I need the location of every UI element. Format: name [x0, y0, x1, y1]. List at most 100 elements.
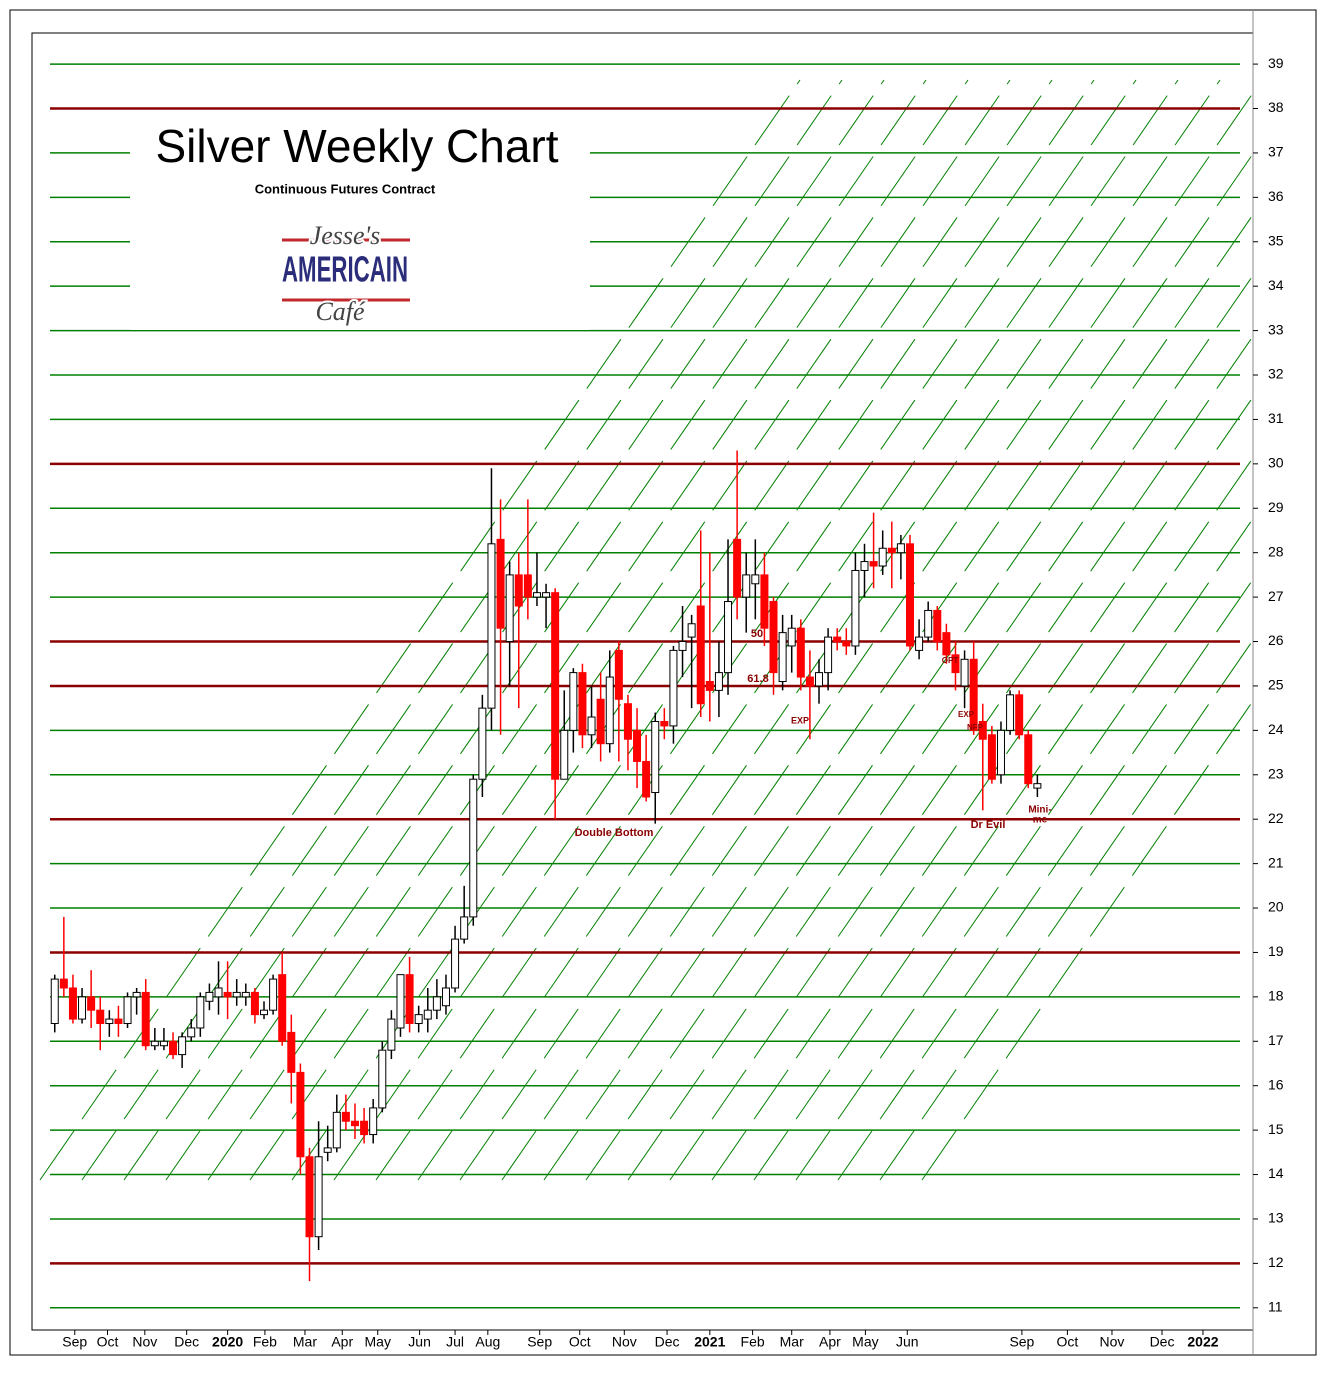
- y-tick-label: 15: [1268, 1121, 1284, 1137]
- candle-body: [360, 1120, 369, 1136]
- candle-body: [223, 991, 232, 998]
- candle-body: [560, 729, 569, 780]
- candle-body: [1033, 783, 1042, 789]
- candle-body: [860, 561, 869, 571]
- x-tick-label: 2022: [1187, 1334, 1218, 1350]
- candle-body: [623, 703, 632, 740]
- annotation: NFP: [967, 723, 984, 732]
- candle-body: [569, 672, 578, 731]
- annotation: Dr Evil: [971, 819, 1006, 831]
- y-tick-label: 13: [1268, 1210, 1284, 1226]
- x-tick-label: Jun: [408, 1334, 431, 1350]
- x-tick-label: Mar: [293, 1334, 317, 1350]
- candle-body: [169, 1040, 178, 1056]
- candle-body: [578, 672, 587, 736]
- logo-text: AMERICAIN: [282, 249, 408, 290]
- candle-body: [287, 1031, 296, 1073]
- chart-subtitle: Continuous Futures Contract: [255, 181, 436, 196]
- y-tick-label: 38: [1268, 99, 1284, 115]
- candle-body: [232, 991, 241, 998]
- chart-title: Silver Weekly Chart: [155, 120, 558, 172]
- candle-body: [187, 1027, 196, 1038]
- x-tick-label: Apr: [819, 1334, 841, 1350]
- x-tick-label: Sep: [1009, 1334, 1034, 1350]
- candle-body: [587, 716, 596, 736]
- candle-body: [332, 1111, 341, 1149]
- y-tick-label: 26: [1268, 632, 1284, 648]
- annotation: EXP: [958, 710, 975, 719]
- x-tick-label: May: [365, 1334, 391, 1350]
- candle-body: [696, 605, 705, 705]
- candle-body: [714, 672, 723, 691]
- candle-body: [542, 592, 551, 598]
- annotation: OPT: [942, 656, 959, 665]
- x-tick-label: Sep: [527, 1334, 552, 1350]
- x-tick-label: Nov: [612, 1334, 637, 1350]
- y-tick-label: 34: [1268, 277, 1284, 293]
- candle-body: [605, 676, 614, 745]
- x-tick-label: Feb: [741, 1334, 765, 1350]
- marks: 1112131415161718192021222324252627282930…: [50, 55, 1284, 1350]
- candle-body: [323, 1147, 332, 1153]
- candle-body: [350, 1120, 359, 1127]
- annotation: 61.8: [747, 673, 768, 685]
- candle-body: [633, 729, 642, 762]
- x-tick-label: Oct: [569, 1334, 591, 1350]
- candle-body: [505, 574, 514, 643]
- candle-body: [924, 609, 933, 638]
- candle-body: [969, 658, 978, 731]
- x-tick-label: Dec: [655, 1334, 680, 1350]
- candle-body: [514, 574, 523, 607]
- candle-body: [159, 1040, 168, 1047]
- candle-body: [460, 916, 469, 940]
- candle-body: [405, 974, 414, 1025]
- x-tick-label: Jun: [896, 1334, 919, 1350]
- candle-body: [951, 654, 960, 674]
- candle-body: [532, 592, 541, 598]
- candle-body: [487, 543, 496, 709]
- candle-body: [760, 574, 769, 629]
- candle-body: [815, 672, 824, 687]
- y-tick-label: 17: [1268, 1032, 1284, 1048]
- y-tick-label: 25: [1268, 677, 1284, 693]
- candle-body: [278, 974, 287, 1042]
- candle-body: [769, 601, 778, 674]
- candle-body: [996, 729, 1005, 776]
- candle-body: [851, 569, 860, 647]
- x-tick-label: Jul: [446, 1334, 464, 1350]
- candle-body: [205, 991, 214, 1002]
- candle-body: [441, 987, 450, 1007]
- y-tick-label: 22: [1268, 810, 1284, 826]
- candle-body: [314, 1156, 323, 1238]
- y-tick-label: 29: [1268, 499, 1284, 515]
- candle-body: [296, 1071, 305, 1158]
- candle-body: [915, 636, 924, 651]
- y-tick-label: 21: [1268, 854, 1284, 870]
- y-tick-label: 23: [1268, 765, 1284, 781]
- candle-body: [378, 1049, 387, 1109]
- candle-body: [369, 1107, 378, 1136]
- candle-body: [387, 1018, 396, 1051]
- x-tick-label: Oct: [1057, 1334, 1079, 1350]
- candle-body: [887, 547, 896, 554]
- candle-body: [787, 627, 796, 647]
- candle-body: [1015, 694, 1024, 736]
- candle-body: [523, 574, 532, 598]
- candle-body: [751, 574, 760, 585]
- y-tick-label: 14: [1268, 1165, 1284, 1181]
- candle-body: [432, 996, 441, 1011]
- candle-body: [733, 538, 742, 598]
- candle-body: [987, 734, 996, 780]
- candle-body: [1024, 734, 1033, 785]
- x-tick-label: Nov: [132, 1334, 157, 1350]
- y-tick-label: 35: [1268, 232, 1284, 248]
- candle-body: [660, 720, 669, 727]
- candle-body: [896, 543, 905, 554]
- x-tick-label: May: [852, 1334, 878, 1350]
- candle-body: [778, 632, 787, 682]
- candle-body: [68, 987, 77, 1020]
- logo-text: Café: [315, 297, 366, 326]
- x-tick-label: Oct: [97, 1334, 119, 1350]
- candle-body: [614, 649, 623, 700]
- candle-body: [933, 609, 942, 643]
